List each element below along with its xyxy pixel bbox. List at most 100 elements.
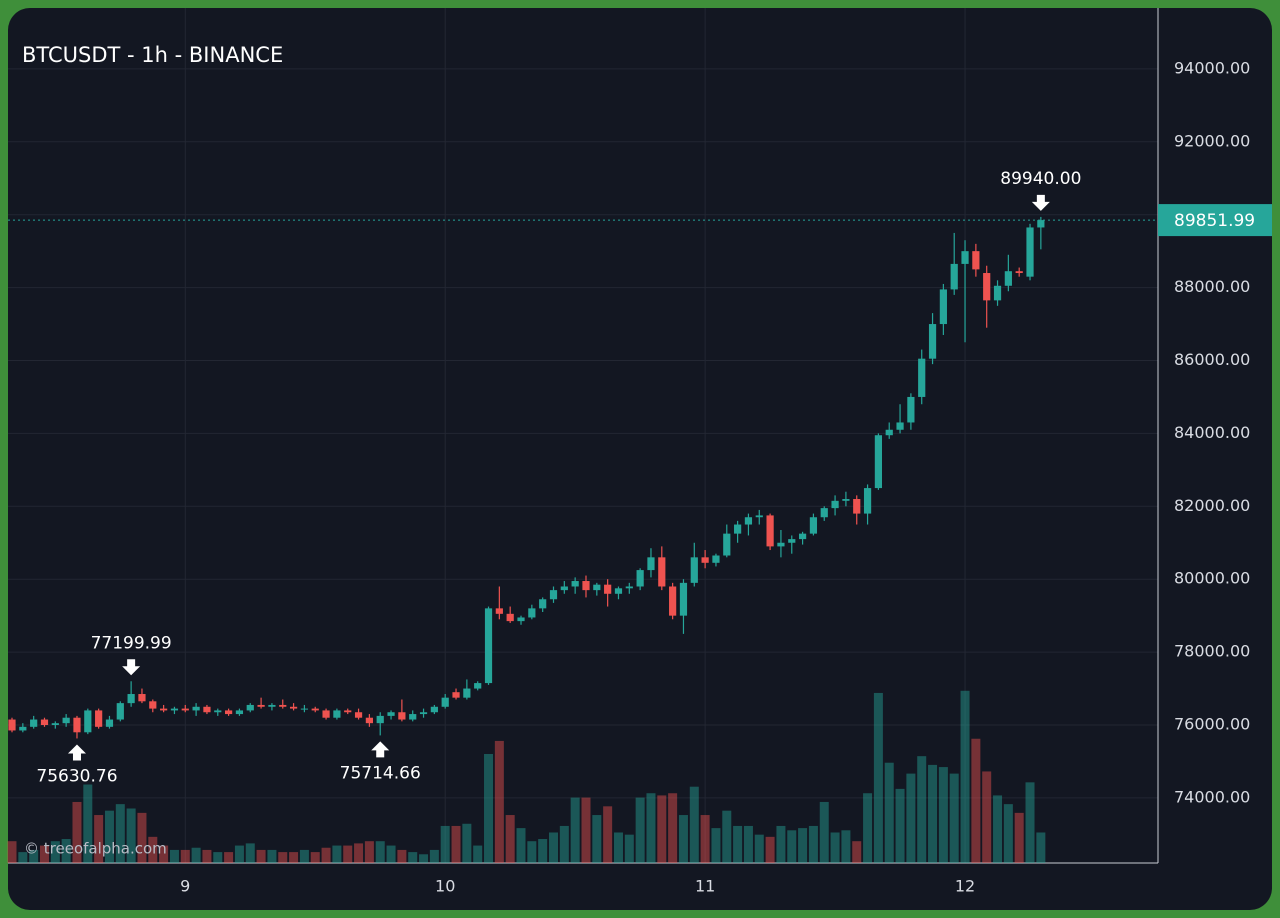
volume-bar — [397, 849, 407, 863]
candle-body — [235, 710, 244, 715]
candle-body — [647, 557, 655, 571]
volume-bar — [234, 845, 244, 863]
annotation-arrow — [122, 659, 141, 676]
candle-body — [885, 429, 893, 436]
volume-bar — [473, 845, 483, 863]
volume-bar — [754, 834, 764, 863]
candle-body — [1037, 220, 1045, 228]
candle-body — [993, 285, 1002, 301]
candle-body — [257, 704, 265, 707]
volume-bar — [993, 795, 1003, 863]
volume-bar — [581, 797, 591, 863]
candle-body — [95, 710, 103, 727]
volume-bar — [180, 849, 190, 863]
volume-bar — [819, 801, 829, 863]
candle-body — [549, 590, 558, 600]
candle-body — [181, 708, 189, 711]
candle-body — [203, 706, 211, 713]
volume-bar — [852, 841, 862, 863]
candle-body — [170, 708, 179, 711]
volume-bar — [148, 836, 158, 863]
candle-body — [1026, 227, 1034, 277]
candle-body — [149, 701, 157, 709]
candle-body — [160, 708, 168, 711]
volume-bar — [787, 830, 797, 863]
y-tick-label: 82000.00 — [1174, 496, 1250, 515]
volume-bar — [711, 828, 721, 863]
candle-body — [225, 710, 233, 715]
volume-bar — [18, 852, 28, 863]
volume-bar — [278, 852, 288, 863]
volume-bar — [245, 843, 255, 863]
volume-bar — [224, 852, 234, 863]
candle-body — [311, 708, 319, 711]
watermark: © treeofalpha.com — [24, 840, 167, 858]
volume-bar — [310, 852, 320, 863]
volume-bar — [61, 839, 71, 863]
volume-bar — [624, 834, 634, 863]
candle-body — [658, 557, 666, 587]
annotation-label: 77199.99 — [91, 633, 172, 653]
candle-body — [539, 599, 547, 609]
candle-body — [571, 581, 579, 587]
candle-body — [983, 273, 991, 301]
candle-body — [409, 714, 417, 720]
candle-body — [246, 704, 254, 711]
volume-bar — [841, 830, 851, 863]
candle-body — [344, 710, 352, 713]
candle-body — [842, 499, 850, 501]
candle-body — [105, 719, 114, 727]
candle-body — [560, 586, 568, 591]
volume-bar — [722, 810, 732, 863]
candle-body — [809, 517, 818, 534]
volume-bar — [884, 762, 894, 863]
candle-body — [127, 694, 135, 704]
volume-bar — [873, 692, 883, 863]
candle-body — [1015, 271, 1023, 274]
candle-body — [19, 726, 27, 731]
volume-bar — [928, 764, 938, 863]
volume-bar — [646, 793, 656, 863]
volume-bar — [50, 841, 60, 863]
volume-bar — [635, 797, 645, 863]
chart-title: BTCUSDT - 1h - BINANCE — [22, 43, 283, 67]
chart-panel — [8, 8, 1272, 910]
candle-body — [744, 517, 753, 525]
candle-body — [798, 533, 807, 540]
x-tick-label: 9 — [180, 877, 190, 896]
last-price-label: 89851.99 — [1174, 211, 1255, 231]
volume-bar — [451, 825, 461, 863]
candle-body — [690, 557, 698, 583]
volume-bar — [895, 788, 905, 863]
volume-bar — [213, 852, 223, 863]
volume-bar — [321, 847, 331, 863]
volume-bar — [137, 812, 147, 863]
candle-body — [300, 708, 309, 710]
candle-body — [73, 717, 81, 733]
volume-bar — [354, 843, 364, 863]
candle-body — [40, 719, 49, 725]
candle-body — [734, 524, 742, 534]
y-tick-label: 88000.00 — [1174, 277, 1250, 296]
candle-body — [614, 588, 623, 594]
y-tick-label: 76000.00 — [1174, 715, 1250, 734]
volume-bar — [949, 773, 959, 863]
candle-body — [333, 710, 341, 718]
volume-bar — [516, 828, 526, 863]
x-tick-label: 11 — [695, 877, 715, 896]
volume-bar — [603, 806, 613, 863]
x-tick-label: 12 — [955, 877, 975, 896]
volume-bar — [375, 841, 385, 863]
volume-bar — [72, 801, 82, 863]
candle-body — [961, 251, 969, 264]
candle-body — [30, 719, 38, 727]
x-tick-label: 10 — [435, 877, 455, 896]
volume-bar — [191, 847, 201, 863]
candle-body — [712, 555, 720, 563]
volume-bar — [343, 845, 353, 863]
volume-bar — [527, 841, 537, 863]
volume-bar — [299, 849, 309, 863]
candle-body — [214, 710, 222, 713]
candle-body — [430, 706, 438, 713]
candle-body — [604, 584, 612, 594]
